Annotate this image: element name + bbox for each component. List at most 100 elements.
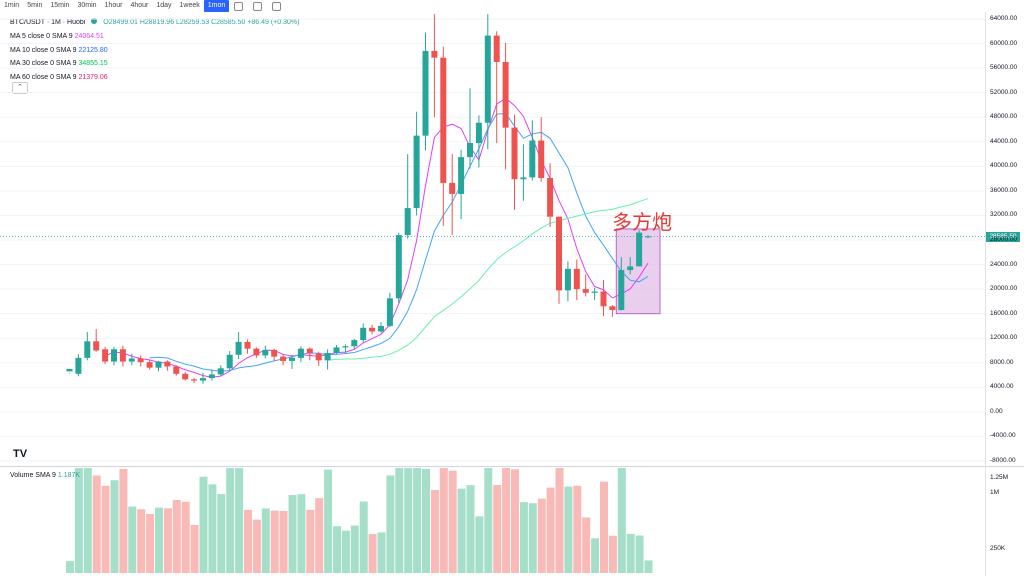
volume-bar [252, 519, 261, 573]
candle-body [271, 349, 278, 357]
ma-line [327, 198, 649, 361]
candle-body [146, 362, 153, 368]
price-tick-label: 60000.00 [990, 39, 1018, 47]
volume-bar [635, 535, 644, 573]
candle-body [440, 57, 447, 183]
candle-body [636, 232, 643, 267]
volume-bar [146, 514, 155, 573]
ma-legend-row: MA 30 close 0 SMA 9 34855.15 [10, 57, 299, 71]
volume-bar [341, 530, 350, 573]
timeframe-5min[interactable]: 5min [27, 2, 43, 9]
volume-bar [448, 470, 457, 573]
volume-tick-label: 1.25M [990, 474, 1009, 481]
volume-bar [484, 468, 493, 573]
volume-bar [502, 468, 511, 573]
candle-body [102, 349, 109, 362]
volume-bar [279, 510, 288, 573]
price-tick-label: 56000.00 [990, 64, 1018, 72]
candle-body [467, 143, 473, 158]
volume-bar [172, 500, 181, 573]
indicator-icon[interactable] [253, 1, 263, 11]
ma-line [149, 112, 649, 372]
volume-bar [555, 468, 564, 573]
volume-bar [101, 485, 110, 573]
volume-bar [528, 503, 537, 573]
timeframe-1day[interactable]: 1day [156, 2, 172, 9]
timeframe-1week[interactable]: 1week [179, 2, 200, 9]
candle-body [618, 270, 625, 310]
candle-body [404, 208, 411, 236]
timeframe-1hour[interactable]: 1hour [104, 2, 123, 9]
price-tick-label: 4000.00 [990, 383, 1014, 391]
volume-bar [413, 468, 422, 573]
volume-bar [600, 481, 608, 573]
volume-bar [306, 509, 315, 573]
candle-body [475, 122, 482, 144]
candle-body [395, 235, 402, 299]
candle-body [369, 327, 376, 332]
candle-body [173, 366, 180, 374]
compare-icon[interactable] [234, 1, 244, 11]
volume-bar [333, 526, 341, 573]
candle-body [217, 368, 224, 375]
volume-tick-label: 1M [990, 489, 1000, 496]
candle-body [547, 177, 554, 217]
fullscreen-icon[interactable] [272, 1, 282, 11]
candle-body [155, 361, 162, 368]
candle-body [226, 354, 233, 369]
price-tick-label: 20000.00 [990, 285, 1018, 293]
volume-bar [217, 494, 226, 573]
candle-body [600, 291, 607, 307]
candle-body [128, 358, 135, 362]
candle-body [449, 182, 456, 194]
timeframe-1min[interactable]: 1min [4, 2, 20, 9]
timeframe-4hour[interactable]: 4hour [130, 2, 149, 9]
symbol-label[interactable]: BTC/USDT · 1M · Huobi [10, 19, 86, 26]
volume-bar [359, 501, 368, 573]
candle-body [119, 349, 126, 362]
candle-body [520, 177, 527, 180]
candle-body [511, 127, 518, 180]
price-tick-label: 24000.00 [990, 260, 1018, 268]
ma-label: MA 5 close 0 SMA 9 [10, 32, 75, 40]
volume-bar [110, 480, 119, 573]
volume-bar [244, 509, 252, 573]
annotation-text: 多方炮 [612, 210, 672, 234]
price-tick-label: 12000.00 [990, 334, 1018, 342]
volume-bar [92, 475, 101, 573]
candle-body [315, 353, 322, 361]
candle-body [111, 349, 117, 362]
price-tick-label: 48000.00 [990, 113, 1018, 121]
volume-bar [466, 485, 475, 573]
candle-body [191, 379, 198, 381]
volume-bar [395, 468, 404, 573]
volume-bar [591, 538, 600, 573]
candle-body [280, 356, 287, 361]
candle-body [386, 298, 393, 326]
tradingview-logo-icon: TV [13, 448, 28, 460]
collapse-legend-button[interactable]: ⌃ [12, 82, 28, 94]
timeframe-1mon[interactable]: 1mon [203, 0, 230, 12]
volume-bar [163, 508, 172, 573]
candle-body [137, 358, 144, 363]
volume-bar [297, 494, 306, 573]
price-tick-label: 0.00 [990, 407, 1003, 415]
volume-tick-label: 250K [990, 545, 1006, 552]
volume-bar [208, 484, 217, 573]
candle-body [582, 289, 589, 293]
candle-body [493, 35, 500, 62]
price-tick-label: -4000.00 [990, 432, 1016, 440]
timeframe-30min[interactable]: 30min [77, 2, 97, 9]
candle-body [529, 140, 536, 178]
volume-bar [119, 468, 128, 573]
volume-bar [66, 561, 74, 573]
volume-bar [422, 468, 430, 573]
candle-body [297, 348, 304, 358]
volume-legend-value: 1.187K [57, 472, 81, 479]
timeframe-15min[interactable]: 15min [50, 2, 70, 9]
candle-body [200, 378, 206, 381]
volume-bar [83, 468, 92, 573]
volume-bar [608, 535, 617, 573]
candle-body [84, 341, 91, 358]
